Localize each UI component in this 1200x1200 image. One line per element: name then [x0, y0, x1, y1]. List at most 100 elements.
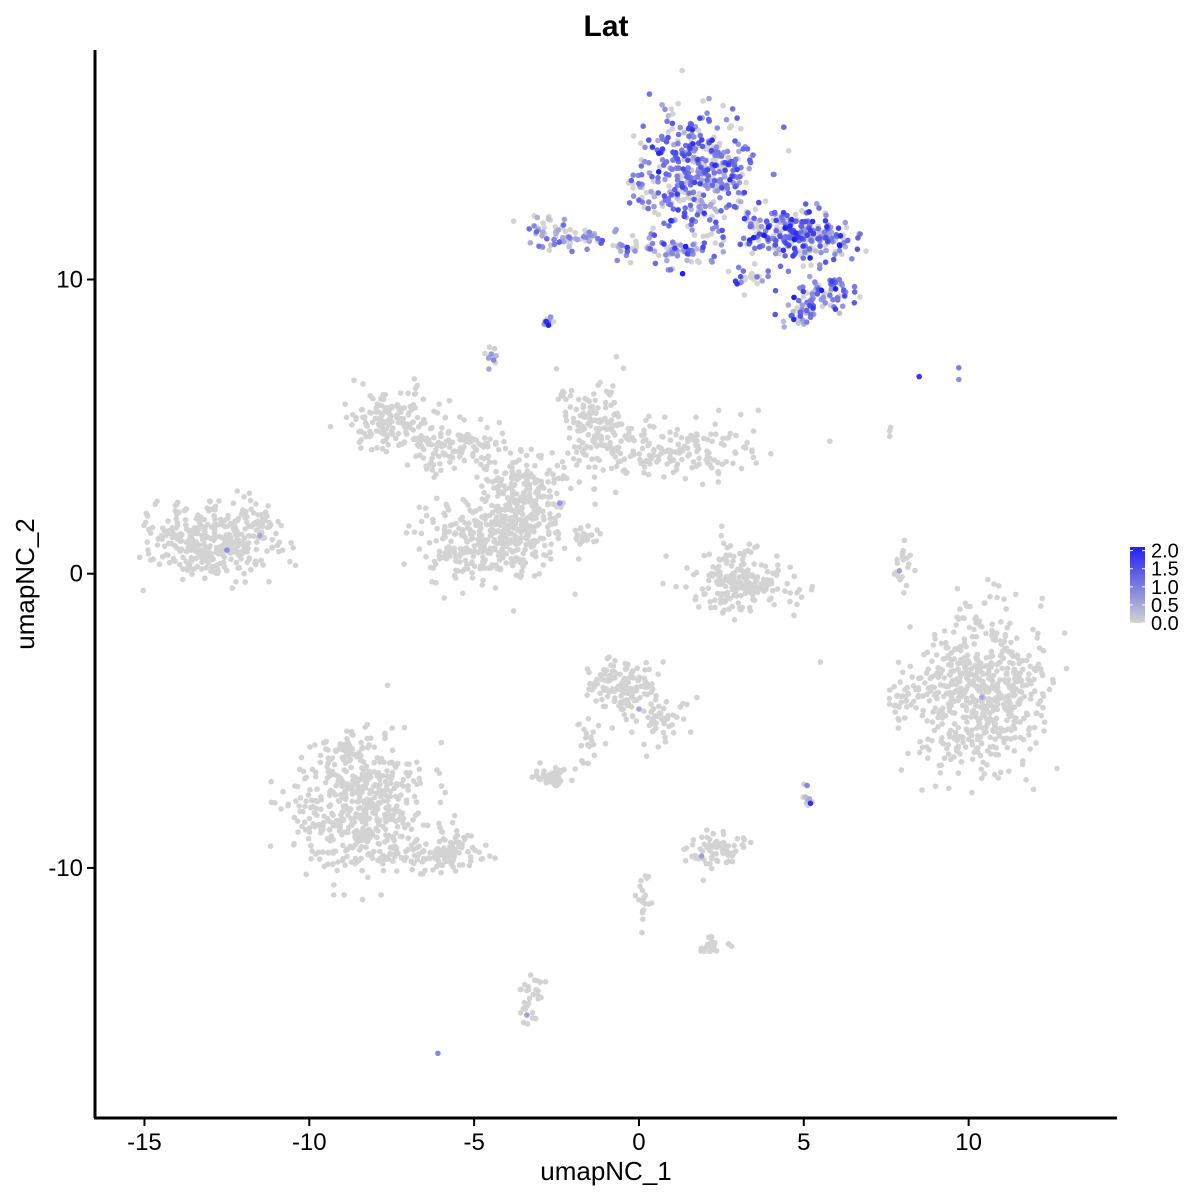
cell-point — [569, 777, 575, 784]
cell-point — [541, 552, 547, 558]
cell-point — [1004, 717, 1010, 724]
x-tick-label: -10 — [292, 1129, 327, 1156]
cell-point — [937, 770, 944, 776]
cell-point — [791, 246, 798, 252]
cell-point — [716, 140, 723, 147]
cell-point — [346, 758, 353, 764]
cell-point — [627, 453, 634, 460]
cell-point — [189, 558, 195, 564]
cell-point — [720, 102, 726, 109]
cell-point — [585, 431, 592, 438]
cell-point — [584, 444, 590, 450]
cell-point — [481, 435, 488, 441]
cell-point — [208, 568, 214, 574]
cell-point — [541, 224, 547, 231]
cell-point — [144, 539, 151, 545]
cell-point — [804, 232, 810, 238]
cell-point — [172, 508, 179, 514]
cell-point — [815, 235, 821, 242]
cell-point — [593, 698, 599, 704]
cell-point — [420, 855, 427, 862]
cell-point — [594, 527, 600, 533]
cell-point — [308, 797, 315, 804]
cell-point — [597, 426, 603, 432]
cell-point — [380, 861, 386, 867]
cell-point — [924, 755, 931, 761]
cell-point — [607, 392, 613, 398]
cell-point — [692, 146, 699, 152]
cell-point — [380, 396, 387, 403]
y-axis-label: umapNC_2 — [10, 518, 40, 650]
cell-point — [1031, 666, 1038, 673]
cell-point — [380, 855, 387, 862]
cell-point — [730, 460, 736, 467]
cell-point — [547, 511, 553, 517]
cell-point — [485, 549, 492, 556]
cell-point — [948, 650, 955, 656]
cell-point — [791, 612, 797, 619]
cell-point — [459, 568, 466, 575]
cell-point — [969, 738, 975, 745]
cell-point — [630, 448, 636, 455]
cell-point — [887, 687, 893, 693]
cell-point — [895, 715, 901, 722]
cell-point — [1012, 591, 1019, 598]
cell-point — [473, 437, 480, 444]
cell-point — [516, 508, 523, 514]
cell-point — [380, 867, 387, 874]
cell-point — [708, 431, 714, 438]
cell-point — [411, 391, 418, 398]
cell-point — [643, 457, 650, 464]
cell-point — [528, 472, 535, 479]
cell-point — [964, 671, 970, 677]
cell-point — [518, 522, 525, 528]
cell-point — [987, 710, 993, 717]
cell-point — [737, 241, 744, 248]
cell-point — [741, 189, 748, 196]
cell-point — [894, 692, 901, 699]
cell-point — [661, 220, 667, 227]
cell-point — [717, 600, 724, 606]
cell-point — [664, 461, 670, 467]
cell-point — [469, 535, 476, 541]
cell-point — [479, 582, 486, 588]
cell-point — [300, 808, 306, 815]
cell-point — [531, 223, 537, 229]
cell-point — [574, 236, 580, 243]
cell-point — [929, 719, 936, 725]
cell-point — [443, 501, 450, 508]
cell-point — [587, 423, 594, 429]
cell-point — [851, 300, 858, 306]
cell-point — [492, 521, 499, 528]
cell-point — [754, 274, 760, 280]
cell-point — [694, 258, 701, 264]
cell-point — [863, 248, 869, 254]
cell-point — [757, 217, 763, 223]
cell-point — [784, 580, 790, 587]
cell-point — [732, 138, 738, 144]
cell-point — [612, 695, 618, 701]
cell-point — [955, 770, 962, 776]
cell-point — [702, 157, 709, 164]
cell-point — [211, 513, 217, 519]
cell-point — [416, 504, 423, 511]
cell-point — [532, 498, 539, 504]
cell-point — [393, 830, 399, 836]
cell-point — [969, 633, 976, 640]
cell-point — [590, 729, 596, 735]
cell-point — [727, 125, 733, 131]
cell-point — [632, 892, 639, 899]
cell-point — [552, 515, 558, 521]
cell-point — [904, 684, 910, 691]
cell-point — [637, 883, 643, 890]
cell-point — [979, 683, 985, 689]
cell-point — [655, 190, 662, 196]
cell-point — [741, 585, 747, 592]
cell-point — [1039, 595, 1045, 602]
cell-point — [349, 791, 356, 797]
cell-point — [680, 700, 686, 707]
cell-point — [1010, 653, 1016, 660]
cell-point — [824, 238, 831, 245]
cell-point — [931, 727, 938, 734]
cell-point — [455, 568, 461, 574]
